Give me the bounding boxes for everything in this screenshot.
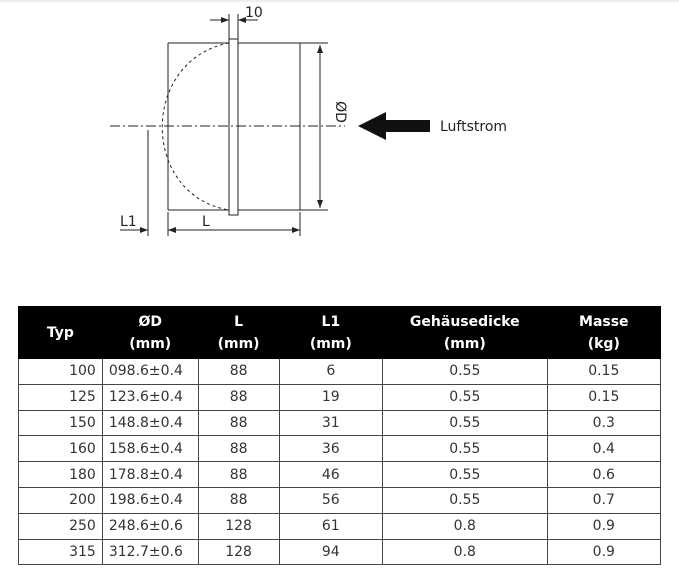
spec-table: Typ ØD (mm) L (mm) L1 (mm) Gehäusedicke (mm) Mass… xyxy=(18,306,662,566)
table-cell: 0.6 xyxy=(546,461,662,488)
table-cell: 19 xyxy=(278,383,384,411)
table-cell: 0.4 xyxy=(546,435,662,463)
table-cell: 61 xyxy=(278,512,384,540)
table-cell: 0.8 xyxy=(382,512,548,540)
table-row: 250 248.6±0.6 128 61 0.8 0.9 xyxy=(18,512,662,540)
header-text: (mm) xyxy=(217,335,260,352)
l1-label: L1 xyxy=(120,214,137,230)
table-cell: 6 xyxy=(278,358,384,385)
table-cell: 200 xyxy=(18,486,103,514)
table-cell: 94 xyxy=(278,538,384,566)
table-row: 180 178.8±0.4 88 46 0.55 0.6 xyxy=(18,461,662,488)
table-cell: 88 xyxy=(197,461,280,488)
damper-plate xyxy=(228,38,239,216)
header-cell: L (mm) xyxy=(197,306,280,359)
table-cell: 148.8±0.4 xyxy=(101,409,199,437)
table-cell: 312.7±0.6 xyxy=(101,538,199,566)
header-cell: L1 (mm) xyxy=(278,306,384,359)
table-cell: 0.9 xyxy=(546,512,662,540)
table-cell: 250 xyxy=(18,512,103,540)
table-cell: 36 xyxy=(278,435,384,463)
table-cell: 125 xyxy=(18,383,103,411)
table-cell: 0.3 xyxy=(546,409,662,437)
table-cell: 0.8 xyxy=(382,538,548,566)
table-cell: 31 xyxy=(278,409,384,437)
header-text: (mm) xyxy=(309,335,352,352)
airflow-arrow xyxy=(358,112,430,140)
table-cell: 248.6±0.6 xyxy=(101,512,199,540)
table-cell: 0.55 xyxy=(382,383,548,411)
table-cell: 88 xyxy=(197,383,280,411)
drawing: ØD Luftstrom 10 L1 L xyxy=(0,0,679,236)
table-cell: 128 xyxy=(197,512,280,540)
table-cell: 160 xyxy=(18,435,103,463)
header-text: ØD xyxy=(138,313,162,330)
table-row: 315 312.7±0.6 128 94 0.8 0.9 xyxy=(18,538,662,566)
header-text: (mm) xyxy=(129,335,172,352)
table-cell: 0.7 xyxy=(546,486,662,514)
diameter-label: ØD xyxy=(332,101,348,123)
header-cell: ØD (mm) xyxy=(101,306,199,359)
header-cell: Masse (kg) xyxy=(546,306,662,359)
header-text: Typ xyxy=(46,324,74,341)
header-cell: Typ xyxy=(18,306,103,359)
header-text: L1 xyxy=(321,313,341,330)
table-cell: 88 xyxy=(197,486,280,514)
swing-arc xyxy=(161,42,230,211)
table-cell: 198.6±0.4 xyxy=(101,486,199,514)
table-cell: 158.6±0.4 xyxy=(101,435,199,463)
table-cell: 0.55 xyxy=(382,435,548,463)
thickness-label: 10 xyxy=(245,5,263,21)
table-row: 150 148.8±0.4 88 31 0.55 0.3 xyxy=(18,409,662,437)
table-row: 125 123.6±0.4 88 19 0.55 0.15 xyxy=(18,383,662,411)
header-text: (mm) xyxy=(443,335,486,352)
table-cell: 150 xyxy=(18,409,103,437)
table-cell: 128 xyxy=(197,538,280,566)
table-cell: 100 xyxy=(18,358,103,385)
header-cell: Gehäusedicke (mm) xyxy=(382,306,548,359)
table-cell: 315 xyxy=(18,538,103,566)
table-row: 100 098.6±0.4 88 6 0.55 0.15 xyxy=(18,358,662,385)
header-text: (kg) xyxy=(587,335,620,352)
header-text: Gehäusedicke xyxy=(409,313,520,330)
table-cell: 0.9 xyxy=(546,538,662,566)
table-cell: 0.15 xyxy=(546,358,662,385)
table-cell: 0.15 xyxy=(546,383,662,411)
header-text: L xyxy=(234,313,244,330)
table-cell: 0.55 xyxy=(382,461,548,488)
header-text: Masse xyxy=(579,313,629,330)
table-cell: 0.55 xyxy=(382,358,548,385)
table-cell: 88 xyxy=(197,409,280,437)
table-cell: 88 xyxy=(197,358,280,385)
table-cell: 123.6±0.4 xyxy=(101,383,199,411)
airflow-label: Luftstrom xyxy=(440,119,507,135)
table-cell: 46 xyxy=(278,461,384,488)
table-cell: 88 xyxy=(197,435,280,463)
table-cell: 0.55 xyxy=(382,486,548,514)
table-row: 200 198.6±0.4 88 56 0.55 0.7 xyxy=(18,486,662,514)
table-cell: 178.8±0.4 xyxy=(101,461,199,488)
table-row: 160 158.6±0.4 88 36 0.55 0.4 xyxy=(18,435,662,463)
table-cell: 180 xyxy=(18,461,103,488)
l-label: L xyxy=(202,214,210,230)
table-cell: 098.6±0.4 xyxy=(101,358,199,385)
table-cell: 56 xyxy=(278,486,384,514)
table-cell: 0.55 xyxy=(382,409,548,437)
